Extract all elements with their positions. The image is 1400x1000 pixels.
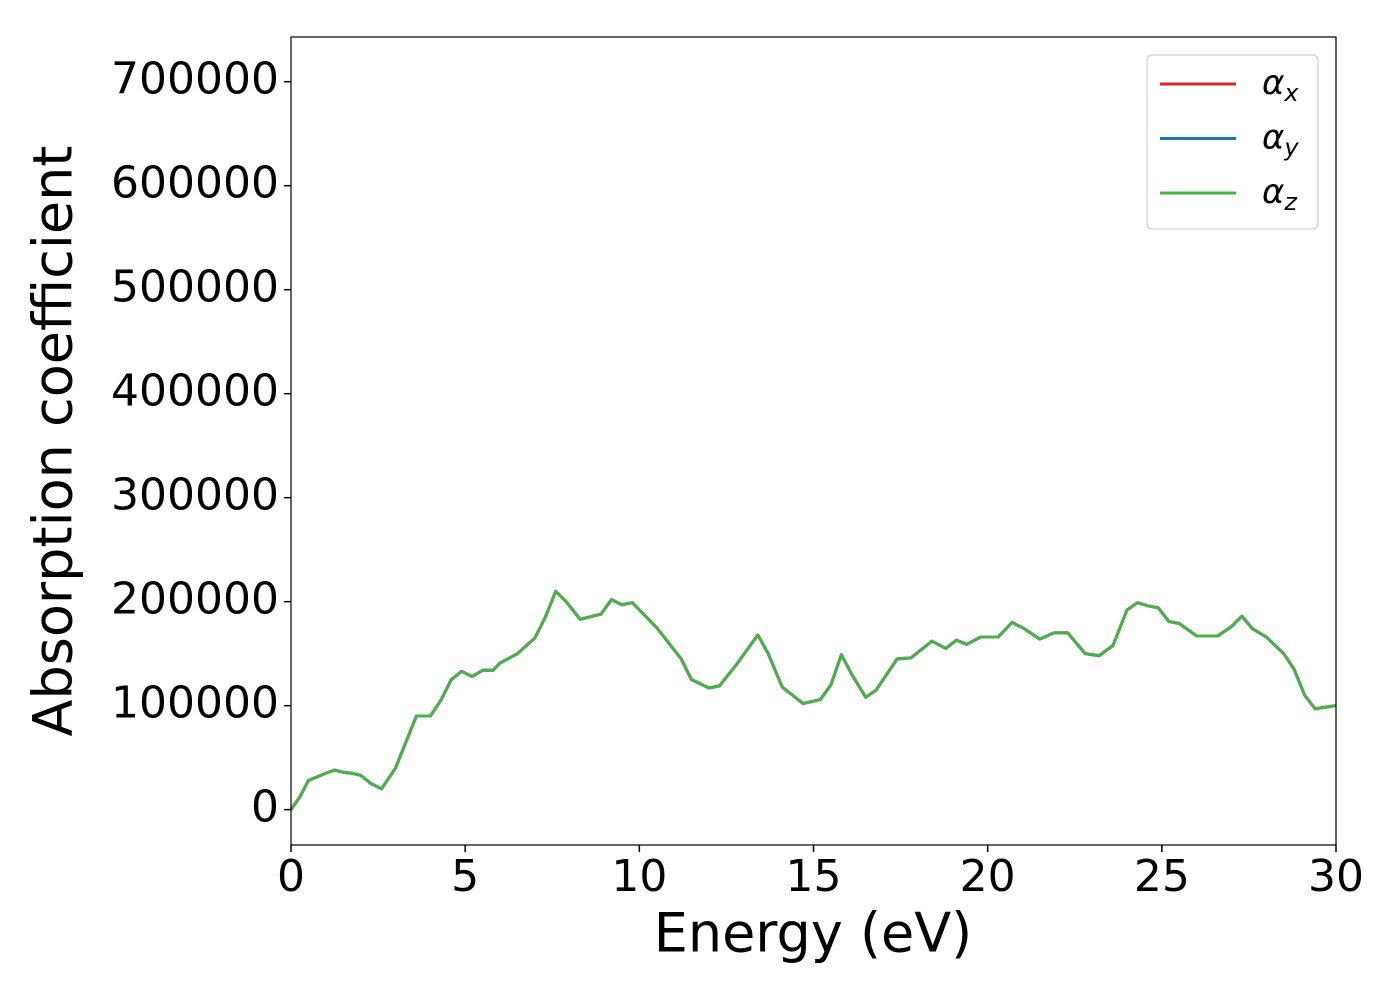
y-tick-label: 500000 xyxy=(111,262,279,313)
legend-label: αx xyxy=(1262,63,1299,108)
y-tick-label: 0 xyxy=(251,782,279,833)
y-tick-label: 400000 xyxy=(111,366,279,417)
x-tick-label: 10 xyxy=(611,851,667,902)
y-tick-label: 300000 xyxy=(111,470,279,521)
y-tick-label: 200000 xyxy=(111,574,279,625)
y-axis-label: Absorption coefficient xyxy=(22,146,85,737)
x-tick-label: 15 xyxy=(786,851,842,902)
x-tick-label: 30 xyxy=(1308,851,1364,902)
x-tick-label: 5 xyxy=(451,851,479,902)
x-axis-label: Energy (eV) xyxy=(654,902,973,965)
x-tick-label: 0 xyxy=(277,851,305,902)
y-tick-label: 100000 xyxy=(111,678,279,729)
x-tick-label: 20 xyxy=(960,851,1016,902)
plot-frame xyxy=(290,36,1337,846)
x-tick-label: 25 xyxy=(1134,851,1190,902)
legend-label: αz xyxy=(1262,172,1298,217)
legend-label: αy xyxy=(1262,117,1299,162)
y-tick-label: 700000 xyxy=(111,54,279,105)
series-line xyxy=(289,589,1337,811)
y-tick-label: 600000 xyxy=(111,158,279,209)
legend-box xyxy=(1146,54,1319,230)
